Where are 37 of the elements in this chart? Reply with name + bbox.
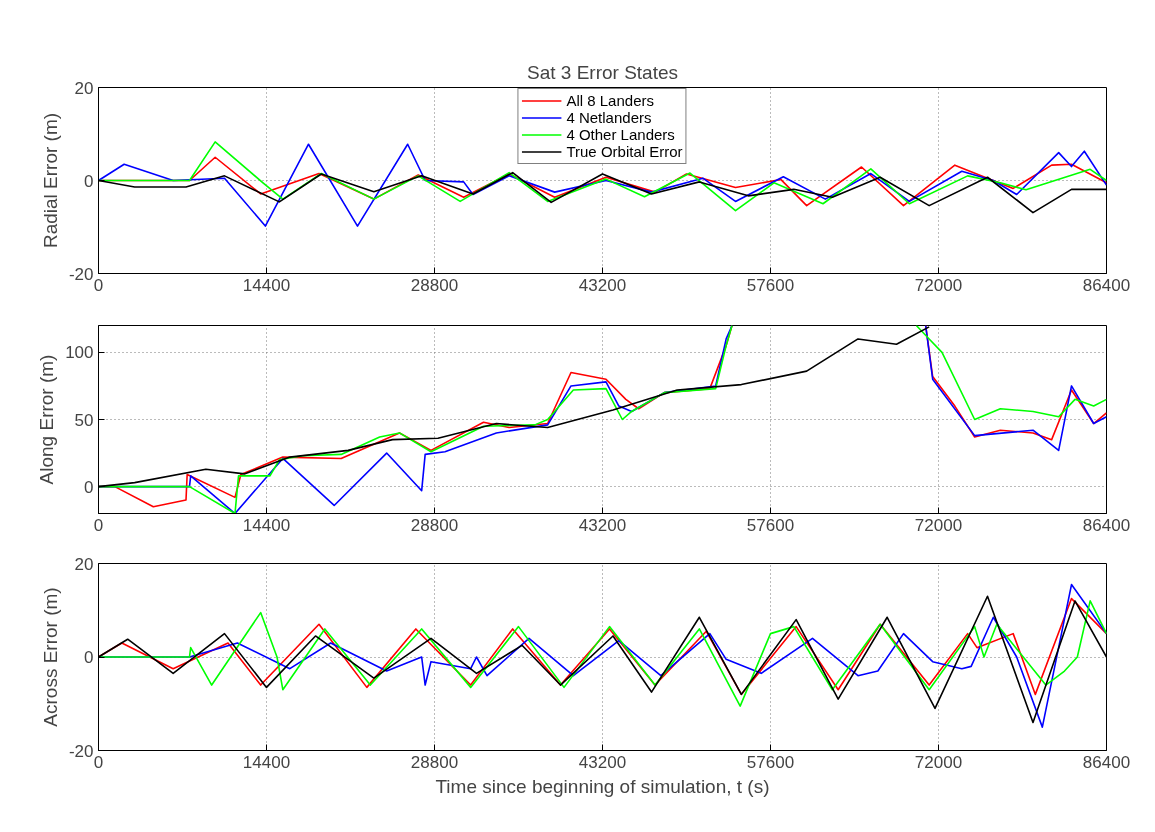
x-tick-label: 86400	[1082, 275, 1131, 295]
y-tick-label: 50	[74, 410, 94, 430]
y-axis-title: Along Error (m)	[36, 354, 58, 485]
x-tick-label: 72000	[914, 275, 963, 295]
x-axis-title: Time since beginning of simulation, t (s)	[435, 775, 770, 797]
x-tick-label: 14400	[242, 752, 291, 772]
x-tick-label: 57600	[746, 515, 795, 535]
x-tick-label: 86400	[1082, 515, 1131, 535]
y-axis-title: Across Error (m)	[39, 587, 61, 727]
legend-label: 4 Netlanders	[566, 109, 652, 126]
y-tick-label: 0	[84, 477, 94, 497]
x-tick-label: 14400	[242, 275, 291, 295]
x-tick-label: 72000	[914, 515, 963, 535]
y-tick-label: 20	[74, 78, 94, 98]
x-tick-label: 28800	[410, 752, 459, 772]
y-axis-title: Radial Error (m)	[39, 112, 61, 249]
legend-label: 4 Other Landers	[566, 126, 675, 143]
x-tick-label: 28800	[410, 515, 459, 535]
x-tick-label: 43200	[578, 515, 627, 535]
x-tick-label: 72000	[914, 752, 963, 772]
legend-label: All 8 Landers	[566, 92, 654, 109]
x-tick-label: 86400	[1082, 752, 1131, 772]
x-tick-label: 57600	[746, 275, 795, 295]
y-tick-label: -20	[68, 264, 94, 284]
legend-label: True Orbital Error	[566, 143, 683, 160]
x-tick-label: 57600	[746, 752, 795, 772]
line-series	[98, 143, 1107, 227]
y-tick-label: -20	[68, 741, 94, 761]
y-tick-label: 20	[74, 554, 94, 574]
y-tick-label: 0	[84, 171, 94, 191]
y-tick-label: 100	[65, 343, 94, 363]
x-tick-label: 28800	[410, 275, 459, 295]
x-tick-label: 43200	[578, 275, 627, 295]
y-tick-label: 0	[84, 648, 94, 667]
x-tick-label: 43200	[578, 752, 627, 772]
chart-title: Sat 3 Error States	[527, 61, 679, 83]
x-tick-label: 14400	[242, 515, 291, 535]
